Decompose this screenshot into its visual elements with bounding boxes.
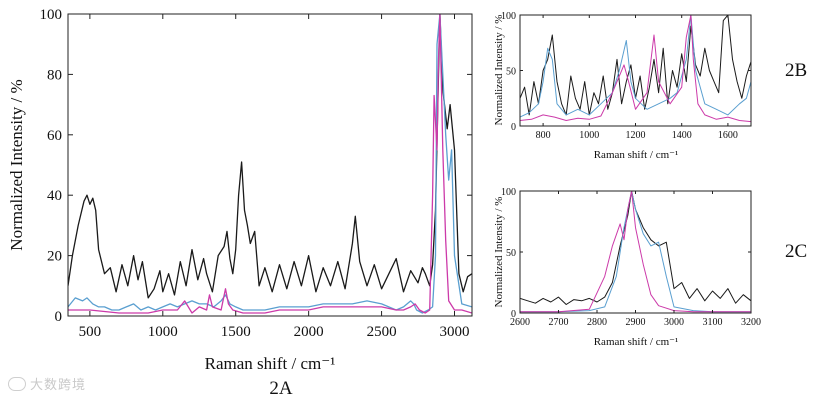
series-line-magenta <box>520 15 751 123</box>
x-tick-label: 2600 <box>510 317 530 328</box>
series-line-blue <box>68 14 472 314</box>
x-axis-label: Raman shift / cm⁻¹ <box>594 149 679 161</box>
panel-label: 2C <box>785 241 807 262</box>
x-axis-label: Raman shift / cm⁻¹ <box>205 354 336 373</box>
y-tick-label: 50 <box>506 248 516 259</box>
x-tick-label: 1200 <box>626 130 646 141</box>
series-line-magenta <box>520 191 751 313</box>
watermark: 大数跨境 <box>8 374 86 393</box>
y-axis-label: Normalized Intensity / % <box>493 15 505 126</box>
y-tick-label: 40 <box>47 188 62 204</box>
y-tick-label: 60 <box>47 128 62 144</box>
series-line-black <box>68 14 472 299</box>
y-tick-label: 100 <box>40 7 63 23</box>
x-tick-label: 3000 <box>439 324 469 340</box>
y-tick-label: 0 <box>511 122 516 133</box>
y-tick-label: 50 <box>506 67 516 78</box>
x-tick-label: 3200 <box>741 317 761 328</box>
y-axis-label: Normalized Intensity / % <box>7 79 26 250</box>
x-tick-label: 2500 <box>367 324 397 340</box>
x-tick-label: 2000 <box>294 324 324 340</box>
y-tick-label: 100 <box>501 11 516 22</box>
plot-frame <box>67 13 473 317</box>
x-tick-label: 2900 <box>626 317 646 328</box>
x-tick-label: 800 <box>536 130 551 141</box>
y-tick-label: 100 <box>501 187 516 198</box>
x-tick-label: 1600 <box>718 130 738 141</box>
series-line-blue <box>520 15 751 118</box>
x-tick-label: 3000 <box>664 317 684 328</box>
chart-2a: 500 1000 1500 2000 2500 3000 0 20 40 60 80 100 Raman… <box>7 7 473 399</box>
y-tick-label: 80 <box>47 67 62 83</box>
x-tick-label: 1500 <box>221 324 251 340</box>
x-tick-label: 500 <box>79 324 102 340</box>
y-axis-label: Normalized Intensity / % <box>493 197 505 308</box>
x-tick-label: 3100 <box>703 317 723 328</box>
chart-2b: 800 1000 1200 1400 1600 0 50 100 Raman shift / c… <box>493 11 807 161</box>
chart-2c: 2600 2700 2800 2900 3000 3100 3200 0 50 100 Raman … <box>493 187 807 348</box>
watermark-text: 大数跨境 <box>30 378 87 393</box>
y-tick-label: 0 <box>55 309 63 325</box>
series-line-black <box>520 15 751 116</box>
y-tick-label: 0 <box>511 309 516 320</box>
x-axis-label: Raman shift / cm⁻¹ <box>594 336 679 348</box>
series-line-magenta <box>68 14 472 314</box>
x-tick-label: 2800 <box>587 317 607 328</box>
series-line-blue <box>520 191 751 313</box>
x-tick-label: 1000 <box>148 324 178 340</box>
x-tick-label: 2700 <box>549 317 569 328</box>
x-tick-label: 1400 <box>672 130 692 141</box>
panel-label: 2B <box>785 60 807 81</box>
y-tick-label: 20 <box>47 249 62 265</box>
x-tick-label: 1000 <box>579 130 599 141</box>
watermark-logo-icon <box>8 377 26 391</box>
panel-label: 2A <box>269 378 293 399</box>
